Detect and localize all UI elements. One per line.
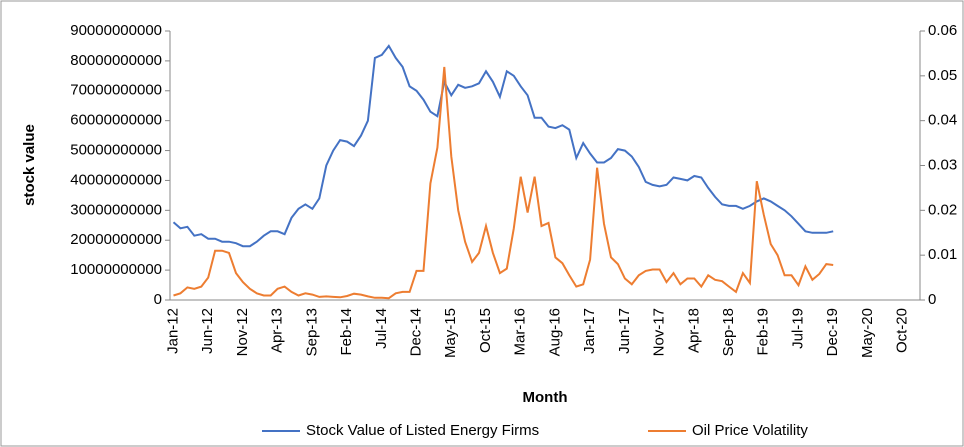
x-tick-label: Jun-12 [199,308,216,354]
x-tick-label: Feb-14 [338,308,355,356]
y-tick-label: 20000000000 [70,231,162,248]
x-tick-label: Jul-14 [373,308,390,349]
y-tick-label: 0 [154,291,162,308]
y2-tick-label: 0.02 [928,201,957,218]
series-line [172,44,834,248]
x-tick-label: Oct-15 [477,308,494,353]
y2-tick-label: 0.04 [928,112,957,129]
x-tick-label: Jul-19 [789,308,806,349]
x-tick-label: Jan-12 [164,308,181,354]
x-tick-label: Oct-20 [894,308,911,353]
y-tick-label: 50000000000 [70,142,162,159]
x-axis-title: Month [523,389,568,406]
y-tick-label: 10000000000 [70,261,162,278]
y-tick-label: 40000000000 [70,171,162,188]
x-tick-label: Feb-19 [755,308,772,356]
y-tick-label: 30000000000 [70,201,162,218]
x-tick-label: Nov-17 [651,308,668,356]
x-tick-label: Sep-18 [720,308,737,356]
x-tick-label: Dec-19 [824,308,841,356]
x-tick-label: Aug-16 [546,308,563,356]
x-tick-label: Sep-13 [303,308,320,356]
x-tick-label: Dec-14 [407,308,424,356]
x-tick-label: Jan-17 [581,308,598,354]
y-tick-label: 90000000000 [70,22,162,39]
y-tick-label: 60000000000 [70,112,162,129]
y2-tick-label: 0.05 [928,67,957,84]
y2-tick-label: 0.01 [928,246,957,263]
x-tick-label: May-15 [442,308,459,358]
y-tick-label: 70000000000 [70,82,162,99]
x-tick-label: Mar-16 [512,308,529,356]
x-tick-label: Nov-12 [234,308,251,356]
y-axis-title: stock value [21,124,38,206]
y2-tick-label: 0.03 [928,156,957,173]
x-tick-label: May-20 [859,308,876,358]
y-tick-label: 80000000000 [70,52,162,69]
legend-label: Oil Price Volatility [692,422,808,439]
x-tick-label: Jun-17 [616,308,633,354]
series-line [173,66,834,300]
x-tick-label: Apr-13 [269,308,286,353]
y2-tick-label: 0.06 [928,22,957,39]
legend-label: Stock Value of Listed Energy Firms [306,422,539,439]
y2-tick-label: 0 [928,291,936,308]
x-tick-label: Apr-18 [685,308,702,353]
